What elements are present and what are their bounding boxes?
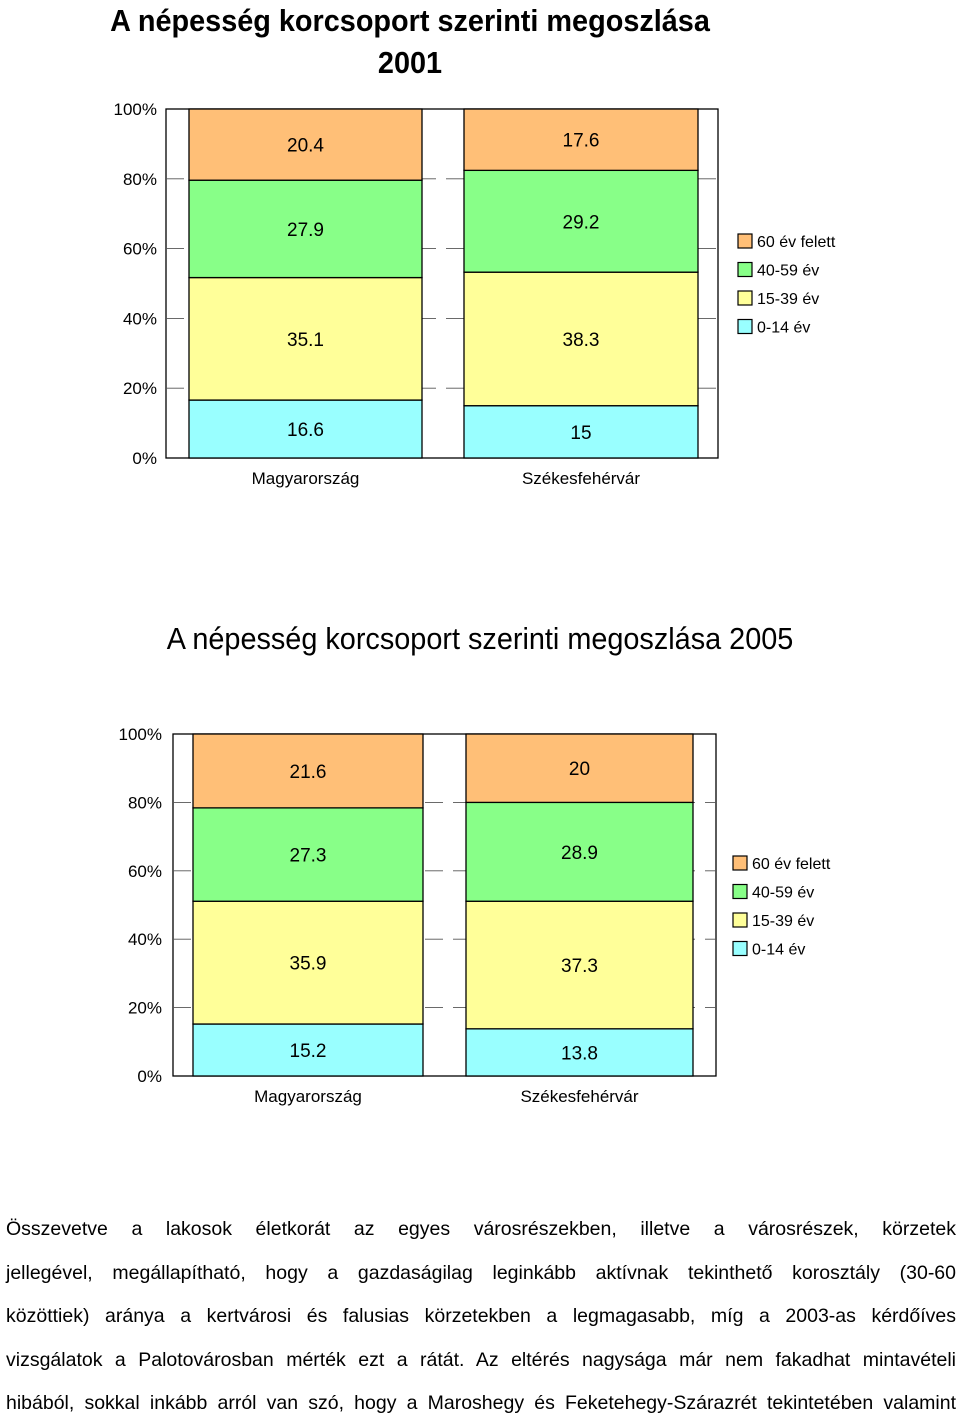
legend-swatch [737, 261, 753, 278]
chart-1-title: A népesség korcsoport szerinti megoszlás… [110, 3, 710, 80]
bar-segment [192, 733, 424, 809]
legend-label: 15-39 év [752, 913, 814, 930]
legend-label: 60 év felett [757, 234, 836, 251]
y-tick-label: 0% [137, 1067, 162, 1086]
legend-label: 40-59 év [752, 885, 814, 902]
legend-label: 40-59 év [757, 263, 819, 280]
y-tick-label: 40% [128, 930, 162, 949]
y-tick-label: 40% [123, 309, 157, 328]
category-label: Székesfehérvár [522, 469, 640, 488]
y-tick-label: 20% [128, 999, 162, 1018]
data-label: 28.9 [561, 843, 598, 864]
y-tick-label: 0% [132, 449, 157, 468]
data-label: 27.9 [287, 220, 324, 241]
y-tick-label: 80% [123, 170, 157, 189]
data-label: 20 [569, 759, 590, 780]
category-label: Székesfehérvár [520, 1087, 638, 1106]
data-label: 16.6 [287, 420, 324, 441]
bar-segment [188, 108, 423, 181]
legend-swatch [732, 940, 748, 957]
bar-segment [192, 1023, 424, 1077]
bar-segment [192, 900, 424, 1025]
bar-segment [465, 900, 694, 1030]
body-paragraph: Összevetve a lakosok életkorát az egyes … [6, 1208, 956, 1426]
chart-2-title: A népesség korcsoport szerinti megoszlás… [166, 621, 794, 656]
chart-1: 0% 20% 40% 60% 80% 100% 16.6 35.1 27.9 20.4 Magyar… [114, 100, 836, 488]
legend-swatch [732, 855, 748, 871]
y-tick-label: 100% [114, 100, 157, 119]
data-label: 37.3 [561, 956, 598, 977]
data-label: 21.6 [290, 762, 327, 783]
data-label: 27.3 [290, 846, 327, 867]
data-label: 17.6 [563, 131, 600, 152]
data-label: 15.2 [290, 1041, 327, 1062]
paragraph-line: hibából, sokkal inkább arról van szó, ho… [6, 1392, 956, 1414]
bar-segment [463, 108, 699, 172]
data-label: 13.8 [561, 1043, 598, 1064]
y-tick-label: 20% [123, 379, 157, 398]
data-label: 15 [570, 423, 591, 444]
legend-label: 15-39 év [757, 291, 819, 308]
y-tick-label: 60% [128, 862, 162, 881]
legend-label: 60 év felett [752, 856, 831, 873]
bar-segment [465, 801, 694, 902]
category-label: Magyarország [252, 469, 360, 488]
legend-label: 0-14 év [752, 942, 805, 959]
bar-segment [188, 276, 423, 401]
category-label: Magyarország [254, 1087, 362, 1106]
data-label: 35.1 [287, 330, 324, 351]
legend-label: 0-14 év [757, 320, 810, 337]
paragraph-line: vizsgálatok a Palotovárosban mérték ezt … [6, 1348, 956, 1371]
legend-swatch [732, 912, 748, 928]
bar-segment [192, 807, 424, 902]
legend-swatch [737, 318, 753, 335]
legend-swatch [737, 290, 753, 306]
y-tick-label: 80% [128, 793, 162, 812]
legend-swatch [737, 233, 753, 249]
paragraph-line: Összevetve a lakosok életkorát az egyes … [6, 1218, 956, 1240]
paragraph-line: jellegével, megállapítható, hogy a gazda… [6, 1261, 956, 1284]
bar-segment [188, 399, 423, 459]
paragraph-line: közöttiek) aránya a kertvárosi és falusi… [6, 1305, 956, 1327]
y-tick-label: 100% [119, 725, 162, 744]
data-label: 20.4 [287, 136, 324, 157]
chart-2: 0% 20% 40% 60% 80% 100% 15.2 35.9 27.3 21.6 Magyar… [119, 725, 831, 1106]
bar-segment [463, 169, 699, 273]
bar-segment [463, 405, 699, 459]
data-label: 29.2 [563, 212, 600, 233]
bar-segment [463, 271, 699, 407]
bar-segment [465, 1028, 694, 1077]
data-label: 38.3 [563, 330, 600, 351]
legend-swatch [732, 883, 748, 900]
y-tick-label: 60% [123, 240, 157, 259]
data-label: 35.9 [290, 954, 327, 975]
bar-segment [465, 733, 694, 804]
